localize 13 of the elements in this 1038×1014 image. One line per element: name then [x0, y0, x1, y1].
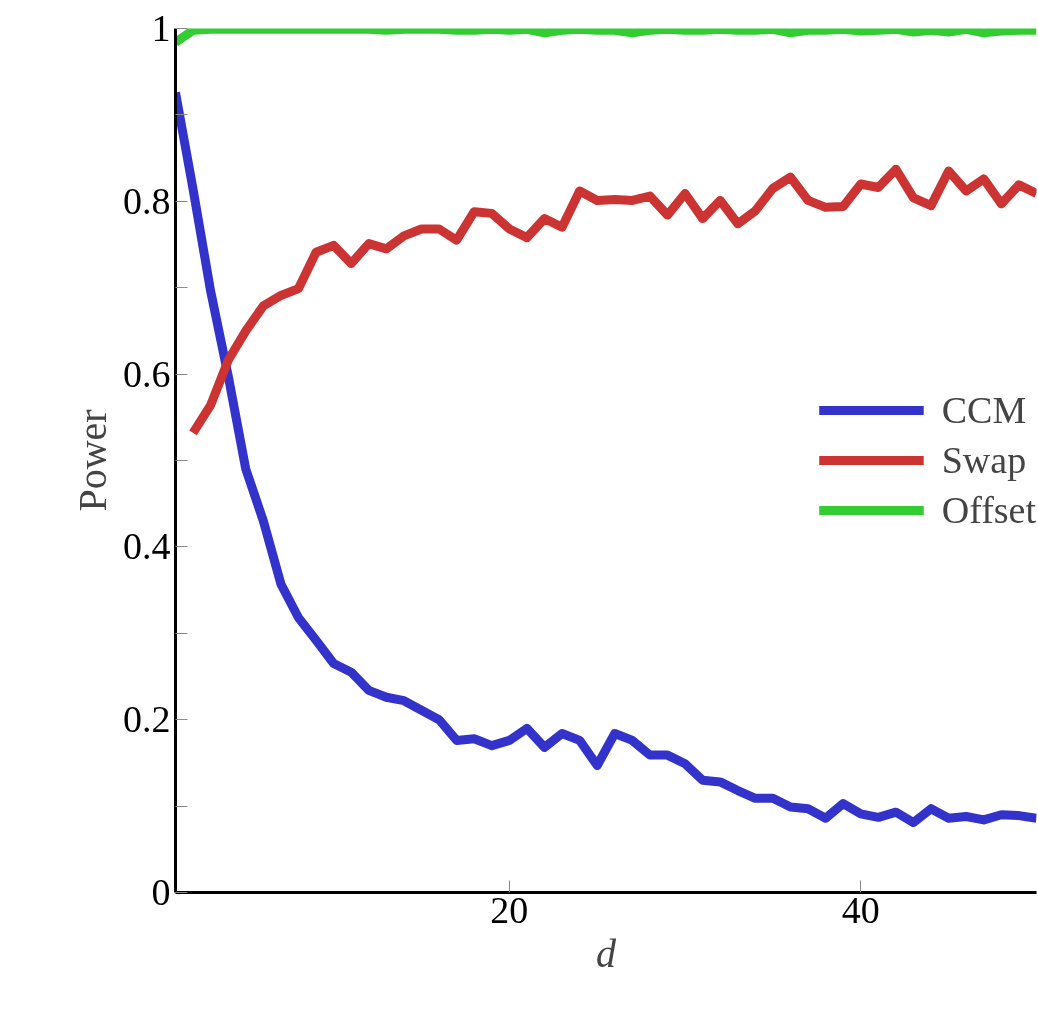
legend-label: Offset: [941, 488, 1036, 532]
y-tick-label: 1: [151, 7, 171, 49]
y-tick-label: 0.2: [123, 698, 171, 741]
y-tick-label: 0.6: [123, 352, 171, 395]
y-tick-label: 0: [151, 871, 171, 913]
legend-label: CCM: [941, 388, 1027, 432]
legend-label: Swap: [941, 438, 1027, 482]
y-axis-title: Power: [70, 409, 115, 512]
y-tick-label: 0.4: [123, 525, 171, 568]
y-tick-label: 0.8: [123, 179, 171, 222]
x-axis-title: d: [596, 930, 617, 976]
x-tick-label: 20: [490, 888, 529, 931]
x-tick-label: 40: [841, 888, 880, 931]
